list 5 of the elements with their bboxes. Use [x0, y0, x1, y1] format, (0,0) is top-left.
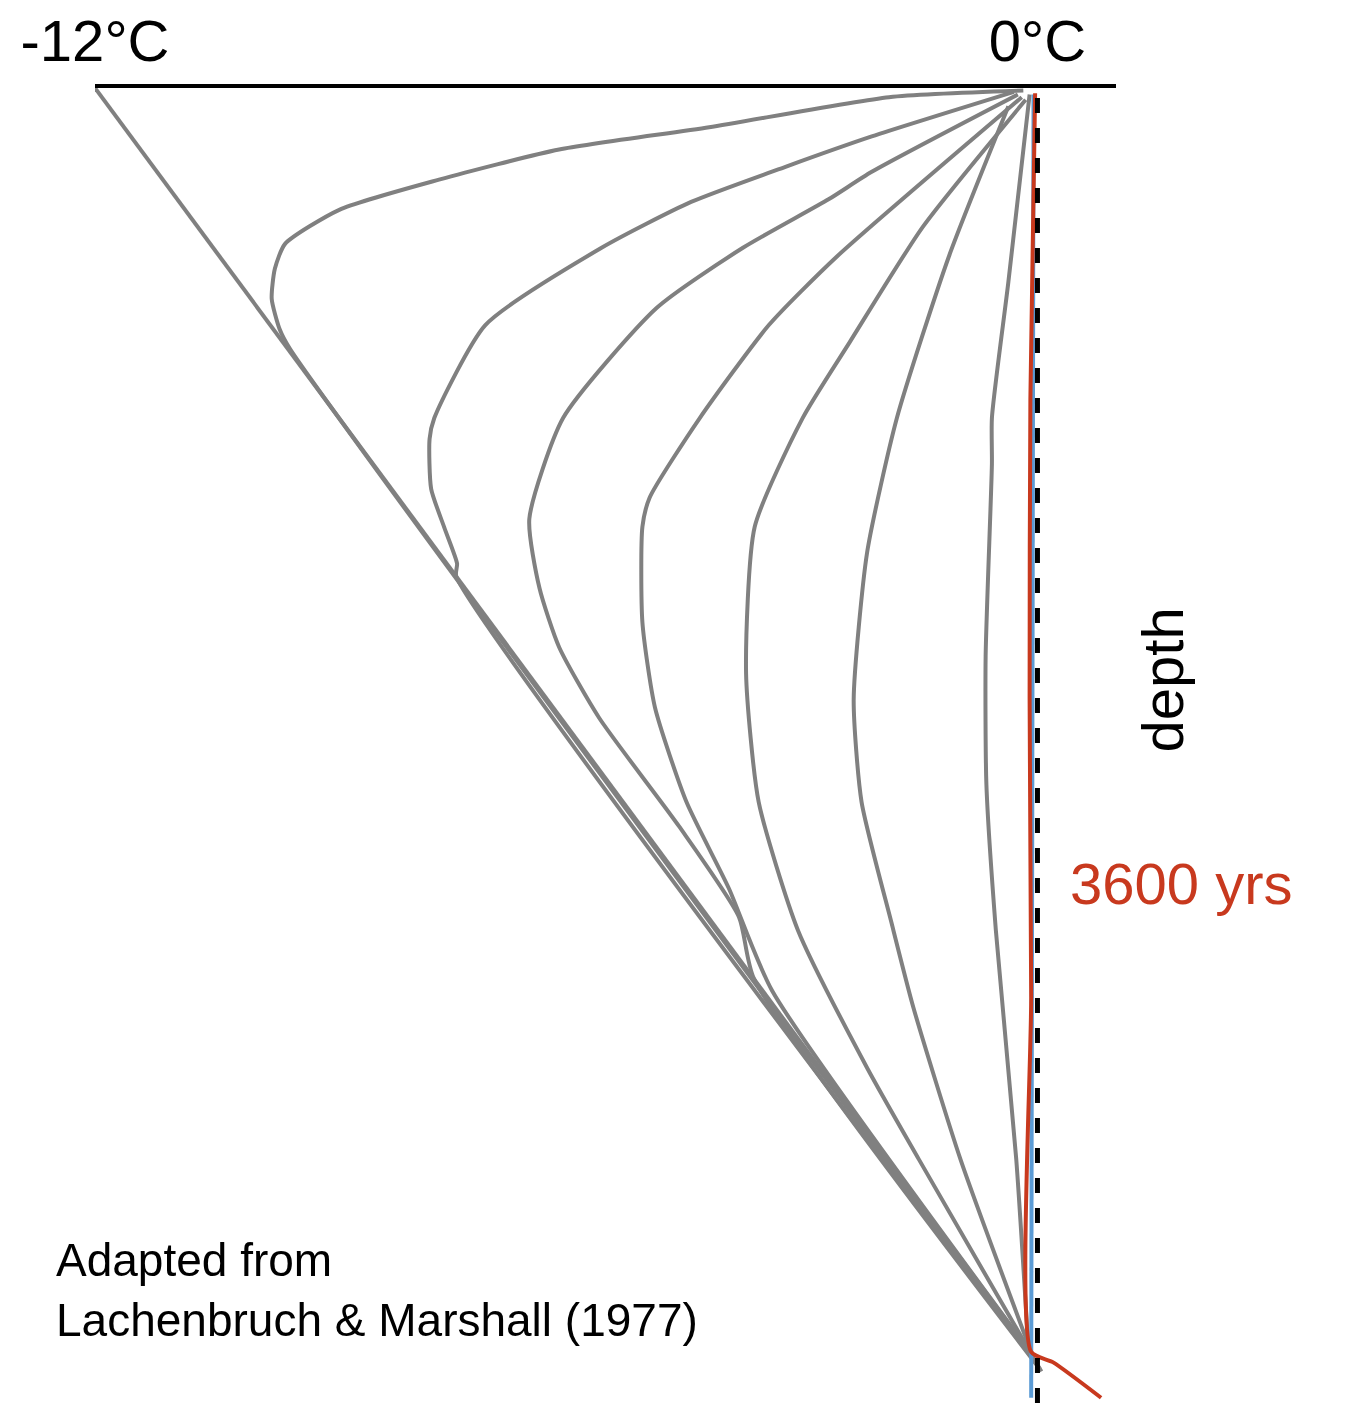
y-axis-title: depth [1130, 607, 1195, 753]
x-tick-label: -12°C [20, 7, 170, 73]
annotation: Adapted from Lachenbruch & Marshall (1977) [56, 1234, 698, 1346]
series-label: 3600 yrs [1070, 851, 1293, 916]
x-tick-label: 0°C [988, 7, 1087, 73]
